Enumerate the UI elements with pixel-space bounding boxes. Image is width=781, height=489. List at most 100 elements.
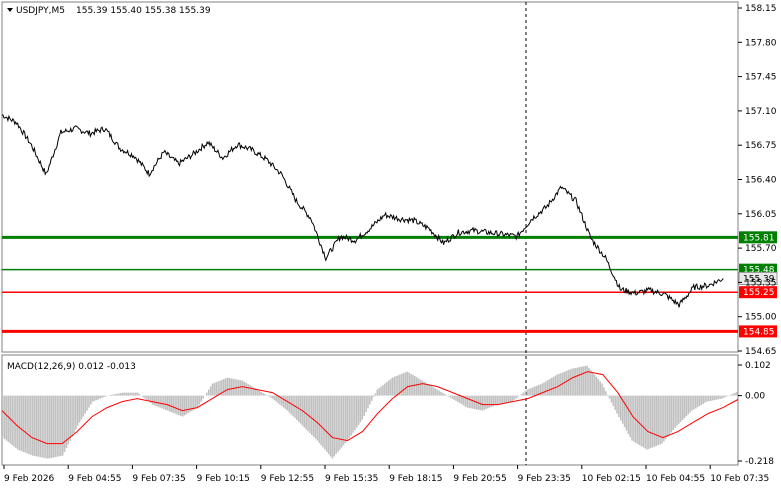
macd-histogram-bar [9, 395, 12, 444]
macd-histogram-bar [458, 395, 461, 404]
macd-histogram-bar [631, 395, 633, 441]
macd-histogram-bar [267, 395, 270, 397]
macd-histogram-bar [492, 395, 495, 407]
price-tick-label: 155.70 [745, 244, 777, 254]
macd-axis: 0.102 0.00 -0.218 [738, 361, 774, 467]
macd-histogram-bar [428, 385, 431, 396]
macd-histogram-bar [543, 382, 545, 396]
macd-histogram-bar [202, 395, 204, 399]
macd-histogram-bar [269, 395, 272, 398]
macd-histogram-bar [123, 392, 126, 396]
macd-histogram-bar [129, 392, 131, 396]
ohlc-values: 155.39 155.40 155.38 155.39 [76, 6, 211, 16]
macd-histogram-bar [644, 395, 646, 449]
macd-histogram-bar [209, 386, 212, 396]
macd-histogram-bar [346, 395, 349, 441]
macd-histogram-bar [275, 395, 277, 402]
macd-histogram-bar [91, 395, 94, 402]
macd-histogram-bar [43, 395, 45, 458]
time-tick-label: 9 Feb 10:15 [197, 474, 250, 484]
macd-histogram-bar [700, 395, 703, 405]
macd-histogram-bar [352, 395, 354, 433]
macd-histogram-bar [670, 395, 673, 433]
macd-histogram-bar [264, 394, 266, 396]
macd-histogram-bar [423, 381, 425, 396]
level-tag-label: 154.85 [743, 327, 775, 337]
macd-histogram-bar [591, 372, 594, 396]
macd-histogram-bar [376, 389, 379, 396]
macd-histogram-bar [90, 395, 92, 405]
chart-menu-triangle-icon[interactable] [7, 8, 13, 12]
macd-histogram-bar [63, 395, 66, 452]
macd-histogram-bar [442, 393, 444, 396]
macd-histogram-bar [515, 395, 517, 399]
macd-histogram-bar [610, 395, 613, 403]
macd-histogram-bar [30, 395, 32, 455]
macd-histogram-bar [119, 393, 122, 396]
macd-histogram-bar [526, 389, 528, 396]
macd-histogram-bar [503, 395, 506, 404]
macd-histogram-bar [723, 395, 725, 398]
price-tick-label: 158.15 [745, 4, 777, 14]
macd-histogram-bar [294, 395, 296, 419]
macd-histogram-bar [419, 379, 422, 396]
macd-histogram-bar [556, 374, 558, 396]
macd-histogram-bar [157, 395, 160, 407]
price-pane[interactable] [1, 1, 739, 353]
macd-histogram-bar [524, 391, 527, 396]
macd-histogram-bar [189, 395, 191, 413]
macd-histogram-bar [605, 391, 607, 396]
macd-histogram-bar [73, 395, 75, 434]
macd-pane[interactable] [1, 354, 739, 466]
macd-histogram-bar [149, 395, 152, 404]
macd-histogram-bar [50, 395, 53, 458]
macd-histogram-bar [221, 379, 223, 396]
macd-histogram-bar [410, 373, 412, 396]
macd-histogram-bar [694, 395, 697, 409]
macd-histogram-bar [466, 395, 469, 408]
macd-histogram-bar [408, 372, 410, 396]
macd-histogram-bar [155, 395, 158, 407]
price-axis: 158.15 157.80 157.45 157.10 156.75 156.40 156.… [738, 4, 777, 357]
macd-histogram-bar [228, 378, 231, 396]
macd-histogram-bar [164, 395, 167, 410]
macd-histogram-bar [222, 379, 225, 396]
macd-signal-line [1, 371, 739, 445]
macd-histogram-bar [687, 395, 690, 415]
macd-histogram-bar [601, 383, 603, 396]
macd-histogram-bar [447, 395, 450, 397]
macd-histogram-bar [172, 395, 174, 413]
macd-histogram-bar [342, 395, 345, 446]
macd-histogram-bar [3, 395, 6, 440]
macd-histogram-bar [664, 395, 667, 440]
macd-histogram-bar [146, 395, 148, 401]
macd-histogram-bar [131, 392, 133, 396]
macd-histogram-bar [348, 395, 351, 438]
macd-histogram-bar [496, 395, 498, 405]
macd-histogram-bar [470, 395, 472, 409]
macd-histogram-bar [144, 395, 146, 399]
macd-histogram-bar [213, 382, 216, 396]
macd-histogram-bar [161, 395, 163, 409]
macd-histogram-bar [95, 395, 98, 401]
macd-histogram-bar [513, 395, 515, 401]
macd-histogram-bar [251, 386, 253, 396]
macd-histogram-bar [281, 395, 283, 407]
macd-histogram-bar [198, 395, 201, 405]
macd-histogram-bar [627, 395, 630, 434]
macd-histogram-bar [487, 395, 489, 409]
macd-histogram-bar [279, 395, 281, 405]
price-tick-label: 154.65 [745, 347, 777, 357]
macd-histogram-bar [443, 394, 446, 396]
macd-histogram-bar [24, 395, 27, 453]
macd-histogram-bar [385, 382, 388, 396]
macd-histogram-bar [307, 395, 309, 432]
macd-histogram-bar [436, 389, 439, 396]
macd-histogram-bar [736, 392, 738, 396]
macd-histogram-bar [661, 395, 663, 444]
macd-histogram-bar [554, 375, 557, 396]
macd-histogram-bar [595, 376, 598, 396]
level-tag [739, 231, 777, 244]
macd-histogram-bar [168, 395, 171, 412]
